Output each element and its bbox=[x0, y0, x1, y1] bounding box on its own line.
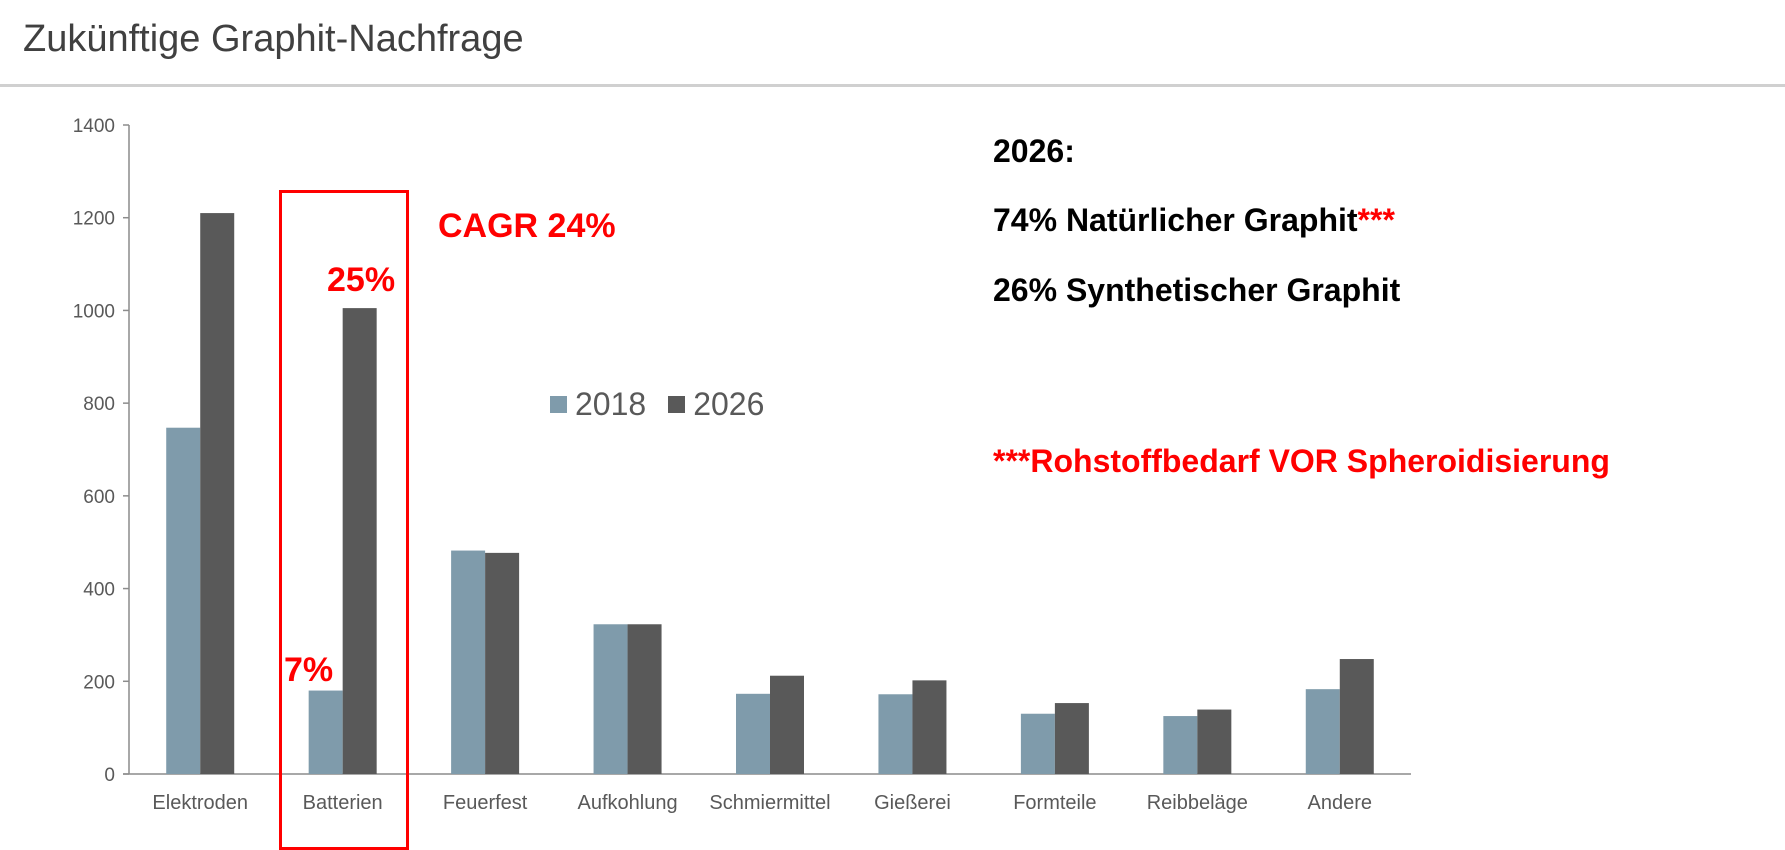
legend-label-2018: 2018 bbox=[575, 386, 647, 422]
notes-natural-stars: *** bbox=[1357, 202, 1395, 238]
bar-2018-Schmiermittel bbox=[736, 693, 770, 774]
legend: 2018 2026 bbox=[550, 386, 764, 423]
y-tick-label: 200 bbox=[83, 672, 115, 693]
x-tick-label: Feuerfest bbox=[443, 792, 528, 814]
bar-2026-Andere bbox=[1339, 659, 1374, 774]
legend-swatch-2018 bbox=[550, 396, 567, 413]
bar-2018-Elektroden bbox=[166, 427, 201, 774]
bar-2018-Gießerei bbox=[878, 694, 913, 774]
bar-2018-Formteile bbox=[1020, 713, 1055, 774]
bar-2026-Aufkohlung bbox=[627, 624, 662, 774]
y-tick-label: 1400 bbox=[73, 116, 115, 137]
x-tick-label: Andere bbox=[1308, 792, 1373, 814]
notes-footnote: ***Rohstoffbedarf VOR Spheroidisierung bbox=[993, 443, 1610, 479]
bar-2026-Gießerei bbox=[912, 680, 947, 774]
notes-heading: 2026: bbox=[993, 133, 1075, 169]
x-tick-label: Gießerei bbox=[874, 792, 951, 814]
bar-2026-Feuerfest bbox=[485, 552, 520, 774]
bar-2018-Andere bbox=[1305, 689, 1340, 774]
legend-swatch-2026 bbox=[668, 396, 686, 413]
bar-2026-Elektroden bbox=[200, 213, 235, 775]
notes-natural: 74% Natürlicher Graphit*** bbox=[993, 202, 1395, 239]
y-tick-label: 0 bbox=[104, 765, 115, 786]
notes-natural-text: 74% Natürlicher Graphit bbox=[993, 202, 1358, 238]
bar-2018-Reibbeläge bbox=[1163, 716, 1198, 774]
bar-2018-Feuerfest bbox=[451, 550, 486, 774]
x-tick-label: Schmiermittel bbox=[709, 792, 830, 814]
y-tick-label: 400 bbox=[83, 580, 115, 601]
bar-2026-Batterien bbox=[342, 308, 377, 774]
x-tick-label: Batterien bbox=[303, 792, 383, 814]
bar-2026-Reibbeläge bbox=[1197, 709, 1232, 774]
x-tick-label: Formteile bbox=[1013, 792, 1096, 814]
y-tick-label: 1000 bbox=[73, 301, 115, 322]
y-tick-label: 800 bbox=[83, 394, 115, 415]
x-tick-label: Reibbeläge bbox=[1147, 792, 1248, 814]
bar-2026-Schmiermittel bbox=[770, 675, 804, 774]
title-divider bbox=[0, 84, 1785, 87]
batterien-2018-share: 7% bbox=[284, 651, 334, 689]
bar-2018-Batterien bbox=[308, 690, 343, 774]
cagr-annotation: CAGR 24% bbox=[438, 207, 616, 245]
bar-2018-Aufkohlung bbox=[593, 624, 628, 774]
batterien-2026-share: 25% bbox=[327, 261, 396, 299]
x-tick-label: Elektroden bbox=[152, 792, 248, 814]
legend-label-2026: 2026 bbox=[693, 386, 765, 422]
page-title: Zukünftige Graphit-Nachfrage bbox=[23, 18, 524, 60]
notes-synthetic: 26% Synthetischer Graphit bbox=[993, 272, 1401, 308]
y-tick-label: 600 bbox=[83, 487, 115, 508]
x-tick-label: Aufkohlung bbox=[578, 792, 678, 814]
bar-2026-Formteile bbox=[1054, 703, 1089, 774]
y-tick-label: 1200 bbox=[73, 209, 115, 230]
